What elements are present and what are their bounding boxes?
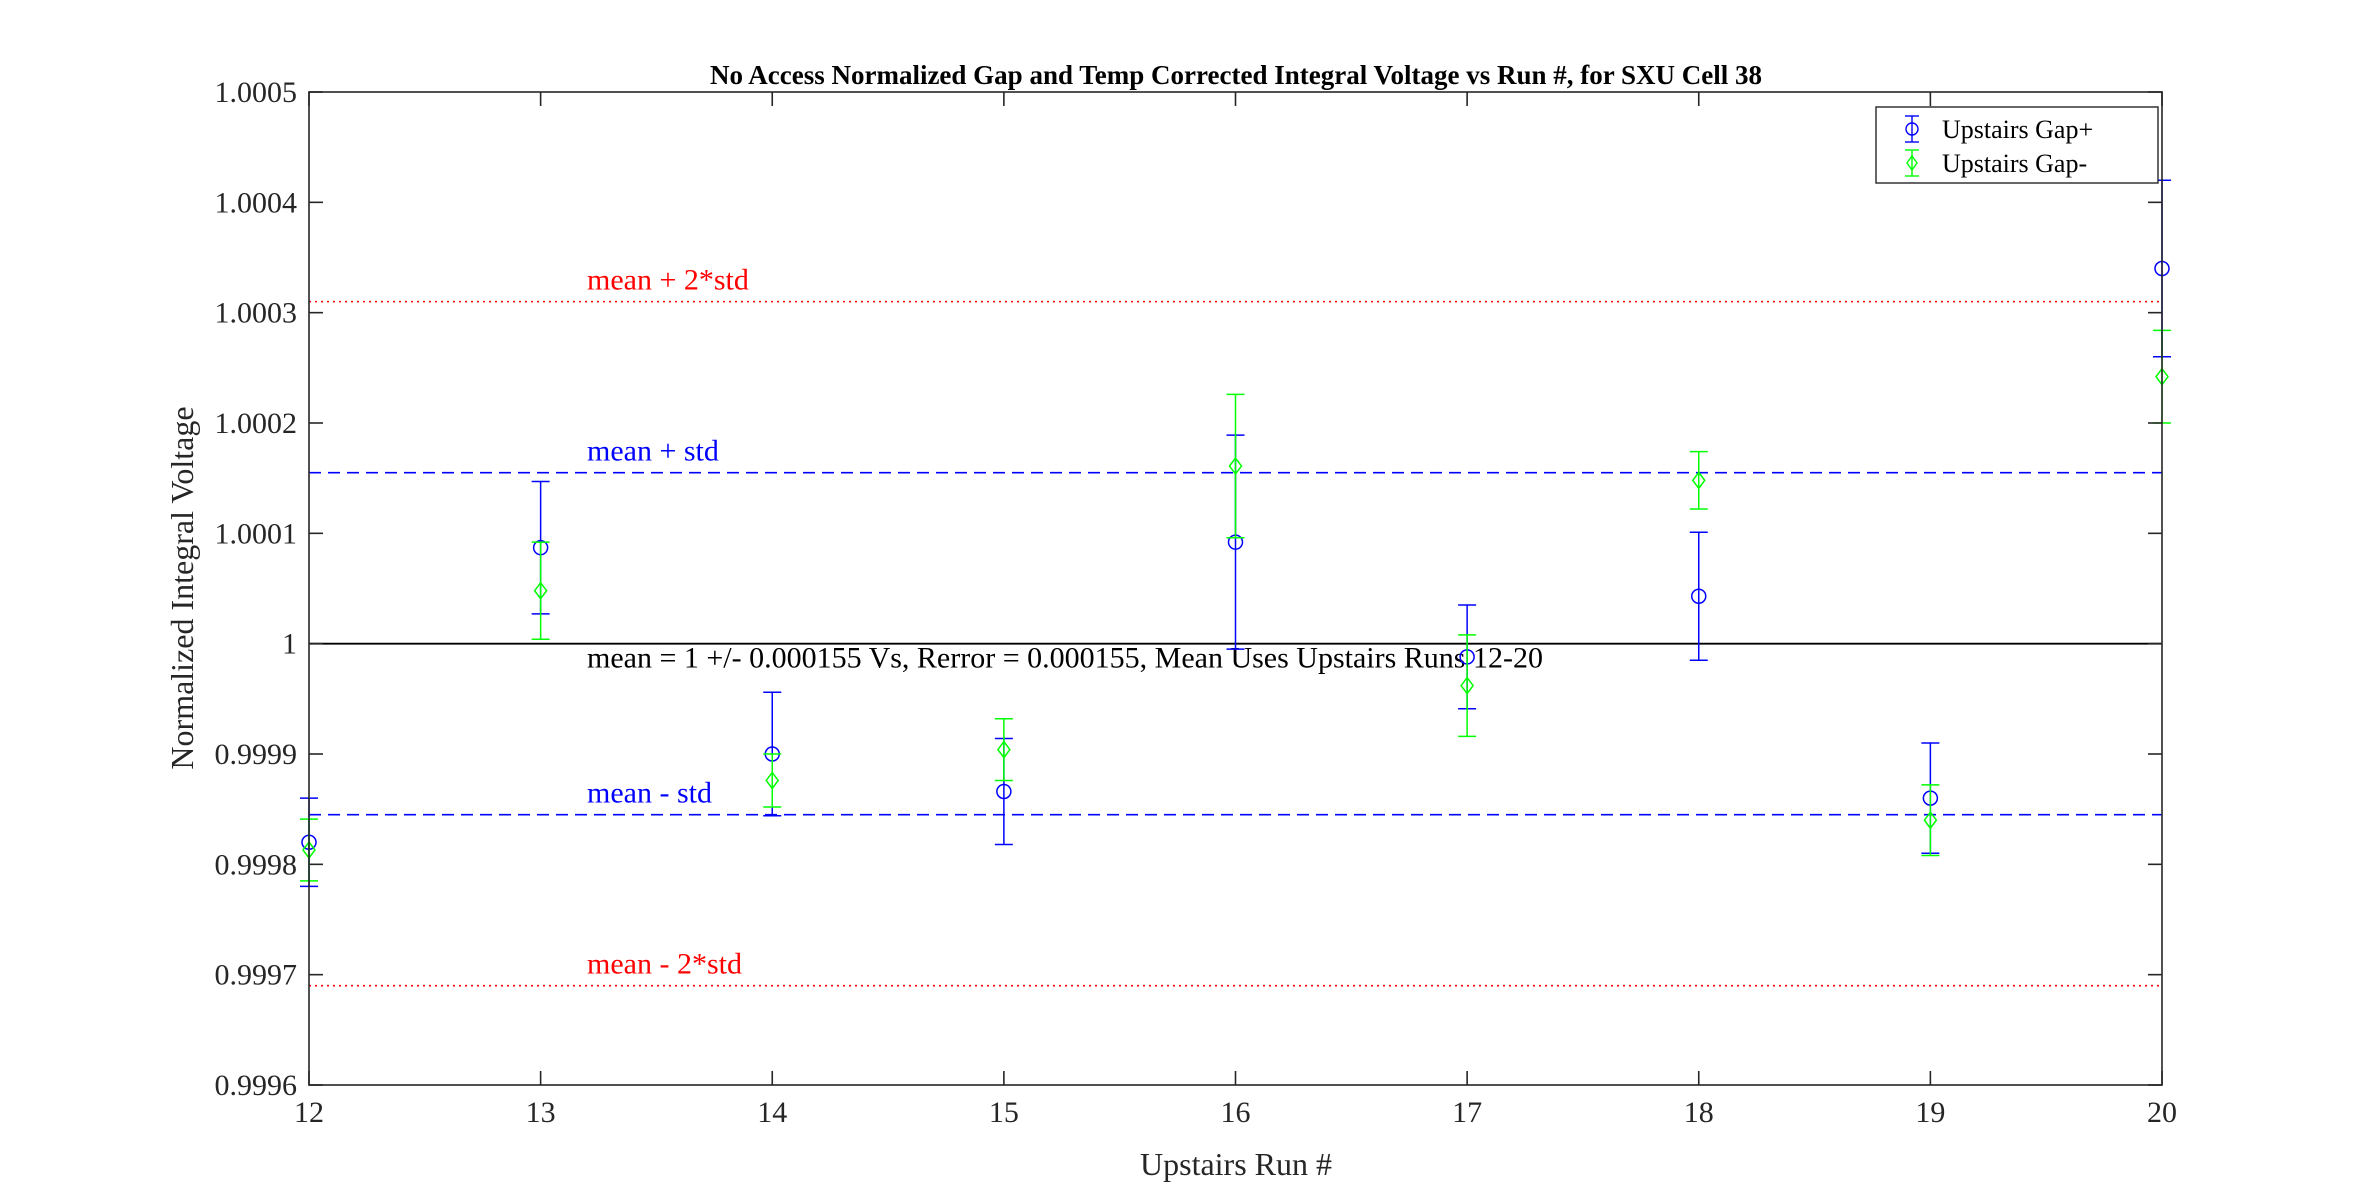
data-point [1691, 471, 1706, 490]
x-tick-label: 12 [294, 1096, 324, 1129]
y-tick-label: 1.0003 [215, 297, 298, 330]
x-tick-label: 15 [989, 1096, 1019, 1129]
x-tick-label: 19 [1915, 1096, 1945, 1129]
y-tick-label: 1.0005 [215, 76, 298, 109]
y-tick-label: 0.9996 [215, 1069, 298, 1102]
legend: Upstairs Gap+ Upstairs Gap- [1875, 106, 2159, 184]
reference-line-label: mean - std [587, 777, 712, 810]
y-tick-label: 1.0001 [215, 517, 298, 550]
legend-label: Upstairs Gap- [1942, 149, 2087, 178]
legend-marker [1905, 122, 1919, 136]
y-tick-label: 0.9997 [215, 959, 298, 992]
reference-line-label: mean = 1 +/- 0.000155 Vs, Rerror = 0.000… [587, 642, 1543, 675]
data-point [533, 581, 548, 600]
legend-label: Upstairs Gap+ [1942, 115, 2093, 144]
reference-line-label: mean - 2*std [587, 948, 742, 981]
legend-marker [1906, 154, 1918, 172]
legend-box [1875, 106, 2159, 184]
y-axis-label: Normalized Integral Voltage [164, 406, 200, 769]
axes: 12 13 14 15 16 17 18 19 20 0.9996 0.9997 0.9998 0.99… [215, 76, 2178, 1129]
reference-lines: mean = 1 +/- 0.000155 Vs, Rerror = 0.000… [309, 264, 2162, 987]
x-axis-label: Upstairs Run # [1140, 1146, 1332, 1182]
data-point [1923, 810, 1938, 830]
y-tick-label: 1.0004 [215, 186, 298, 219]
legend-item: Upstairs Gap+ [1905, 115, 2093, 144]
data-point [1691, 588, 1707, 604]
data-point [996, 740, 1011, 759]
reference-line-label: mean + 2*std [587, 264, 749, 297]
data-point [996, 783, 1012, 800]
x-tick-label: 14 [757, 1096, 787, 1129]
y-tick-label: 0.9998 [215, 848, 298, 881]
x-tick-label: 17 [1452, 1096, 1482, 1129]
data-point [765, 771, 780, 790]
y-tick-label: 1 [282, 628, 297, 661]
x-tick-label: 16 [1221, 1096, 1251, 1129]
legend-item: Upstairs Gap- [1905, 149, 2087, 178]
y-tick-label: 0.9999 [215, 738, 298, 771]
x-tick-label: 20 [2147, 1096, 2177, 1129]
data-point [1460, 676, 1475, 695]
x-tick-label: 18 [1684, 1096, 1714, 1129]
y-tick-label: 1.0002 [215, 407, 298, 440]
chart-title: No Access Normalized Gap and Temp Correc… [710, 60, 1762, 90]
x-tick-label: 13 [526, 1096, 556, 1129]
reference-line-label: mean + std [587, 435, 719, 468]
data-point [1228, 456, 1243, 476]
